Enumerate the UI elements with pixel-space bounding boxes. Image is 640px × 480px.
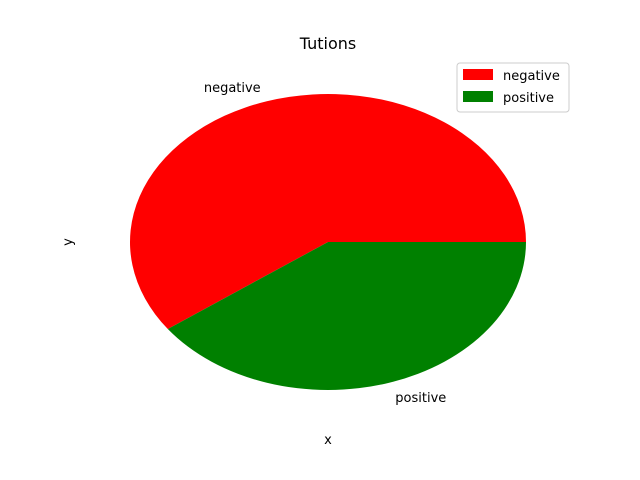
slice-labels: negative positive [204, 81, 446, 406]
legend: negative positive [456, 62, 570, 113]
legend-label-positive: positive [503, 91, 554, 106]
chart-title: Tutions [299, 34, 356, 53]
pie-slice-positive [167, 242, 526, 390]
legend-swatch-negative [463, 69, 493, 80]
pie-slices [129, 93, 526, 390]
slice-label-negative: negative [204, 81, 261, 96]
legend-label-negative: negative [503, 69, 560, 84]
pie-slice-negative [129, 93, 526, 329]
slice-label-positive: positive [395, 391, 446, 406]
x-axis-label: x [324, 433, 332, 448]
legend-swatch-positive [463, 91, 493, 102]
y-axis-label: y [61, 238, 76, 246]
